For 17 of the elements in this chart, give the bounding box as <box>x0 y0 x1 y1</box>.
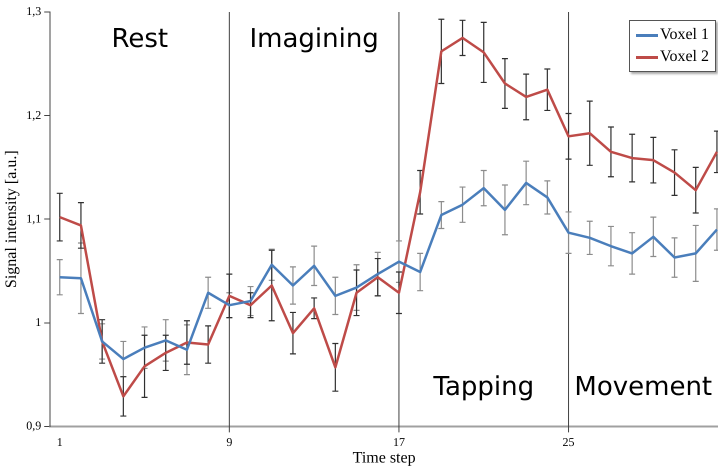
y-tick-label: 0,9 <box>26 418 42 433</box>
annotation: Rest <box>111 24 168 54</box>
annotation: Movement <box>574 372 712 402</box>
x-tick-label: 25 <box>562 434 575 449</box>
x-tick-label: 1 <box>56 434 63 449</box>
x-tick-label: 9 <box>226 434 232 449</box>
annotation: Tapping <box>432 372 534 402</box>
y-tick-label: 1,2 <box>26 108 42 122</box>
annotation: Imagining <box>249 24 379 54</box>
y-tick-label: 1 <box>35 314 42 329</box>
legend-label: Voxel 1 <box>660 25 709 45</box>
y-tick-label: 1,1 <box>26 211 42 226</box>
y-tick-label: 1,3 <box>26 4 42 18</box>
x-axis-title: Time step <box>352 450 416 467</box>
legend-label: Voxel 2 <box>660 47 709 67</box>
x-tick-label: 17 <box>392 434 405 449</box>
y-axis-title: Signal intensity [a.u.] <box>2 150 20 288</box>
